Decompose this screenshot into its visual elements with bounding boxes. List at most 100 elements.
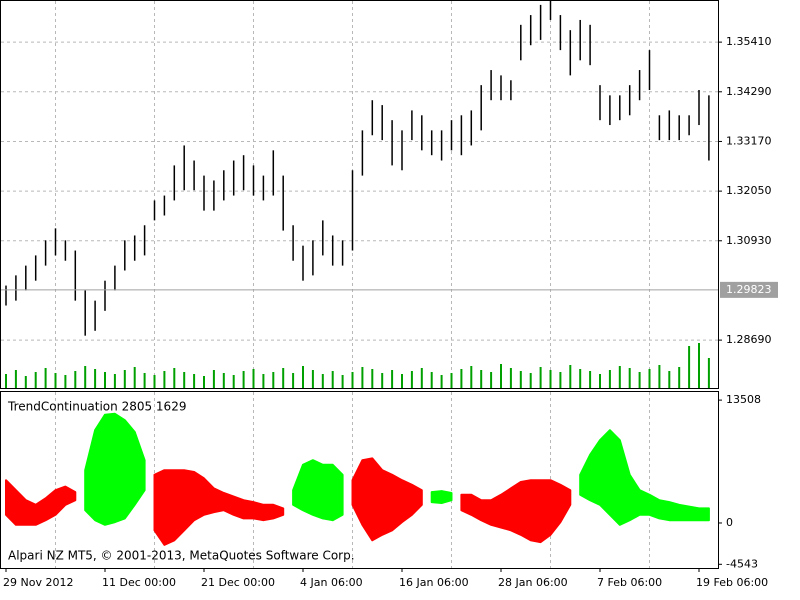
volume-bar [54, 373, 57, 388]
price-panel [0, 0, 719, 389]
volume-bar [311, 370, 314, 388]
volume-bar [410, 371, 413, 388]
volume-bar [529, 373, 532, 388]
volume-bar [113, 374, 116, 388]
volume-bar [450, 373, 453, 388]
volume-bar [173, 368, 176, 388]
volume-bar [34, 372, 37, 388]
trend-band [579, 429, 710, 526]
volume-bar [490, 372, 493, 388]
volume-bar [480, 370, 483, 388]
volume-bar [302, 366, 304, 388]
volume-bar [698, 343, 700, 388]
volume-bar [282, 368, 285, 388]
last-price-box [720, 281, 778, 298]
volume-bar [608, 370, 611, 388]
volume-bar [292, 373, 295, 388]
volume-bar [331, 371, 334, 388]
marks [1, 0, 718, 546]
volume-bar [242, 371, 245, 388]
volume-bar [648, 369, 651, 388]
volume-bar [252, 369, 255, 388]
volume-bar [371, 369, 374, 388]
volume-bar [668, 371, 671, 388]
volume-bar [272, 372, 275, 388]
volume-bar [24, 376, 27, 388]
volume-bar [618, 366, 621, 388]
y-tick-label: 1.28690 [726, 333, 772, 346]
volume-bar [232, 375, 235, 388]
x-tick-label: 11 Dec 00:00 [102, 576, 176, 589]
x-tick-label: 29 Nov 2012 [3, 576, 73, 589]
volume-bar [5, 374, 7, 388]
volume-bar [222, 373, 225, 388]
y-tick-label: -4543 [726, 557, 758, 570]
volume-bar [549, 370, 552, 388]
volume-bar [94, 369, 97, 388]
volume-bar [361, 367, 364, 388]
x-tick-label: 16 Jan 06:00 [399, 576, 469, 589]
volume-bar [341, 375, 344, 388]
indicator-title: TrendContinuation 2805 1629 [7, 400, 186, 414]
volume-bar [193, 374, 196, 388]
x-tick-label: 4 Jan 06:00 [300, 576, 363, 589]
volume-bar [430, 372, 433, 388]
volume-bar [153, 375, 156, 388]
trend-band [153, 469, 285, 546]
volume-bar [628, 368, 631, 388]
volume-bar [84, 366, 87, 388]
last-price-label: 1.29823 [726, 283, 772, 296]
volume-bar [707, 358, 710, 388]
volume-bar [559, 372, 562, 388]
y-tick-label: 13508 [726, 393, 761, 406]
y-tick-label: 0 [726, 516, 733, 529]
volume-bar [351, 372, 354, 388]
x-tick-label: 28 Jan 06:00 [498, 576, 568, 589]
x-tick-label: 19 Feb 06:00 [696, 576, 768, 589]
volume-bar [262, 374, 265, 388]
volume-bar [133, 367, 136, 388]
volume-bar [143, 373, 146, 388]
x-tick-label: 7 Feb 06:00 [597, 576, 662, 589]
volume-bar [539, 367, 542, 388]
volume-bar [460, 369, 463, 388]
y-tick-label: 1.34290 [726, 85, 772, 98]
volume-bar [500, 364, 502, 388]
volume-bar [658, 365, 661, 388]
volume-bar [401, 374, 403, 388]
volume-bar [589, 371, 592, 388]
volume-bar [163, 371, 166, 388]
x-tick-label: 21 Dec 00:00 [201, 576, 275, 589]
y-tick-label: 1.30930 [726, 234, 772, 247]
volume-bar [381, 373, 384, 388]
volume-bar [74, 371, 77, 388]
trend-band [460, 479, 572, 544]
trend-band [5, 479, 77, 526]
volume-bar [678, 367, 681, 388]
volume-bar [599, 374, 601, 388]
trend-band [430, 490, 453, 504]
volume-bar [688, 346, 691, 388]
volume-bar [470, 366, 473, 388]
volume-bar [14, 370, 17, 388]
volume-bar [203, 376, 205, 388]
volume-bar [440, 375, 443, 388]
volume-bar [579, 369, 582, 388]
volume-bar [519, 371, 522, 388]
volume-bar [123, 370, 126, 388]
volume-bar [64, 375, 67, 388]
volume-bar [104, 372, 106, 388]
volume-bar [569, 365, 572, 388]
volume-bar [212, 370, 215, 388]
volume-bar [391, 370, 394, 388]
y-tick-label: 1.32050 [726, 184, 772, 197]
volume-bar [638, 372, 641, 388]
trend-band [292, 459, 344, 522]
trend-band [84, 412, 146, 526]
volume-bar [509, 368, 512, 388]
volume-bar [183, 372, 186, 388]
volume-bar [420, 368, 423, 388]
copyright: Alpari NZ MT5, © 2001-2013, MetaQuotes S… [8, 549, 355, 563]
